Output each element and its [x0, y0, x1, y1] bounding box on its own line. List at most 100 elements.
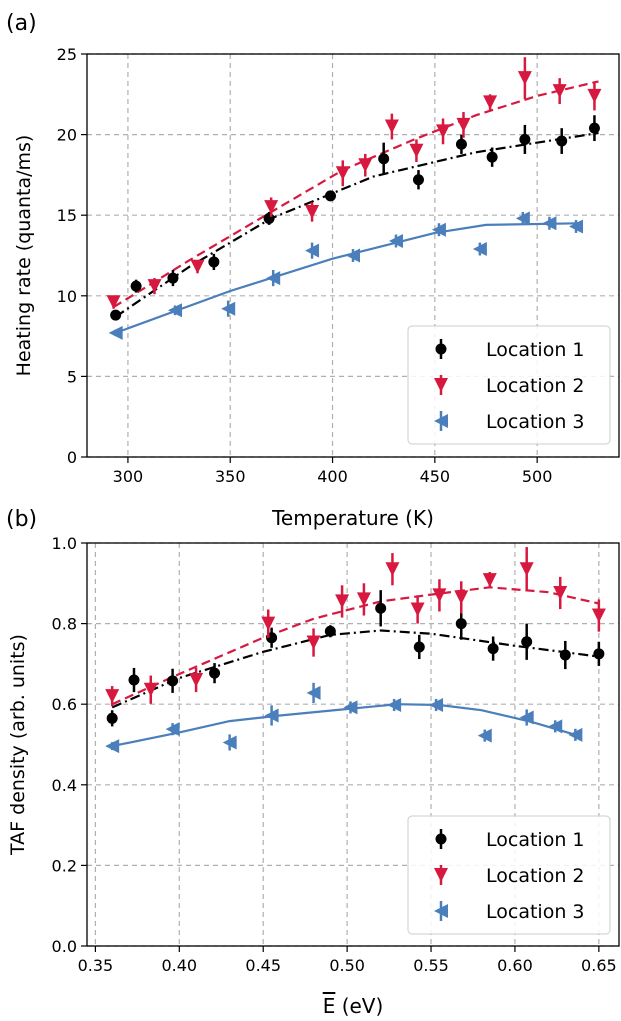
- data-point-series-2: [454, 590, 469, 605]
- data-point-series-3: [305, 243, 320, 258]
- x-tick-label: 500: [522, 467, 553, 486]
- panel-a: (a) 300 350 400 450 500 0 5 10 15 20 25 Temperatu…: [6, 11, 620, 530]
- data-point-series-3: [477, 728, 492, 743]
- data-point-series-2: [306, 635, 321, 650]
- data-point-series-3: [542, 216, 557, 231]
- data-point-series-2: [106, 295, 121, 310]
- y-tick-label: 1.0: [52, 534, 77, 553]
- legend-marker-series-1: [435, 833, 447, 845]
- x-tick-label: 300: [113, 467, 144, 486]
- data-point-series-3: [165, 722, 180, 737]
- data-point-series-2: [483, 95, 498, 110]
- panel-a-legend-label-1: Location 1: [486, 339, 585, 361]
- data-point-series-1: [521, 636, 533, 648]
- panel-a-x-axis-label: Temperature (K): [271, 506, 434, 530]
- data-point-series-1: [128, 674, 140, 686]
- data-point-series-3: [548, 719, 563, 734]
- data-point-series-2: [189, 673, 204, 688]
- data-point-series-3: [346, 248, 360, 263]
- panel-b-x-axis-label: E (eV): [323, 994, 384, 1018]
- x-tick-label: 0.60: [497, 956, 533, 975]
- data-point-series-2: [409, 143, 424, 158]
- panel-b-x-ticks: 0.35 0.40 0.45 0.50 0.55 0.60 0.65: [78, 946, 617, 975]
- panel-b-x-axis-label-unit: (eV): [335, 994, 383, 1018]
- legend-marker-series-3: [434, 414, 448, 428]
- x-tick-label: 0.55: [413, 956, 449, 975]
- data-point-series-3: [266, 271, 281, 286]
- data-point-series-3: [222, 735, 237, 750]
- y-tick-label: 0.4: [52, 776, 77, 795]
- data-point-series-2: [456, 117, 471, 132]
- legend-marker-series-2: [434, 868, 448, 882]
- x-tick-label: 0.45: [245, 956, 281, 975]
- y-tick-label: 0.6: [52, 695, 77, 714]
- panel-a-y-axis-label: Heating rate (quanta/ms): [13, 135, 35, 377]
- panel-b: (b) 0.35 0.40 0.45 0.50 0.55 0.60 0.65 0.00.20…: [6, 507, 620, 1018]
- data-point-series-2: [335, 594, 350, 609]
- data-point-series-3: [519, 710, 534, 725]
- data-point-series-2: [147, 279, 162, 294]
- data-point-series-3: [108, 325, 123, 340]
- data-point-series-3: [221, 301, 236, 316]
- data-point-series-1: [130, 280, 142, 292]
- legend-marker-series-2: [434, 378, 448, 392]
- data-point-series-1: [412, 174, 424, 186]
- data-point-series-1: [455, 618, 467, 630]
- fit-line-series-3: [115, 222, 579, 334]
- data-point-series-3: [264, 708, 279, 723]
- data-point-series-2: [305, 204, 320, 219]
- data-point-series-2: [410, 602, 425, 617]
- panel-b-legend: Location 1 Location 2 Location 3: [407, 815, 611, 935]
- x-tick-label: 0.40: [161, 956, 197, 975]
- data-point-series-1: [519, 133, 531, 145]
- panel-a-plot-frame: [86, 53, 620, 458]
- data-point-series-1: [208, 256, 220, 268]
- y-tick-label: 0.2: [52, 856, 77, 875]
- x-tick-label: 450: [420, 467, 451, 486]
- x-tick-label: 0.35: [78, 956, 114, 975]
- data-point-series-1: [167, 675, 179, 687]
- y-tick-label: 5: [67, 367, 77, 386]
- data-point-series-2: [190, 259, 205, 274]
- panel-a-y-ticks: 0 5 10 15 20 25: [57, 45, 87, 467]
- data-point-series-2: [552, 84, 567, 99]
- data-point-series-2: [105, 689, 120, 704]
- data-point-series-2: [264, 200, 279, 215]
- fit-line-series-3: [111, 703, 576, 748]
- panel-a-x-ticks: 300 350 400 450 500: [113, 457, 553, 486]
- data-point-series-2: [261, 616, 276, 631]
- data-point-series-2: [591, 608, 606, 623]
- data-point-series-1: [486, 151, 498, 163]
- data-point-series-2: [517, 71, 532, 86]
- data-point-series-1: [559, 649, 571, 661]
- panel-b-legend-box: [407, 815, 611, 935]
- x-tick-label: 0.65: [581, 956, 617, 975]
- data-point-series-3: [306, 685, 321, 700]
- data-point-series-1: [167, 272, 179, 284]
- data-point-series-1: [209, 667, 221, 679]
- data-point-series-3: [105, 739, 120, 754]
- data-point-series-2: [519, 562, 534, 577]
- x-tick-label: 350: [215, 467, 246, 486]
- panel-b-data-points: [105, 547, 606, 754]
- panel-a-legend-markers: [434, 339, 448, 431]
- data-point-series-1: [487, 643, 499, 655]
- data-point-series-3: [388, 233, 403, 248]
- legend-marker-series-1: [435, 343, 447, 355]
- data-point-series-2: [432, 588, 447, 603]
- data-point-series-1: [556, 135, 568, 147]
- panel-a-legend-label-2: Location 2: [486, 375, 585, 397]
- panel-b-legend-markers: [434, 829, 448, 921]
- panel-a-data-points: [106, 57, 602, 340]
- panel-a-fit-lines: [113, 80, 599, 334]
- data-point-series-2: [482, 573, 497, 588]
- data-point-series-1: [593, 648, 605, 660]
- panel-b-legend-label-1: Location 1: [486, 829, 585, 851]
- data-point-series-1: [455, 138, 467, 150]
- data-point-series-3: [472, 242, 487, 257]
- data-point-series-1: [106, 712, 118, 724]
- panel-a-legend-label-3: Location 3: [486, 411, 585, 433]
- panel-b-y-ticks: 0.0 0.2 0.4 0.6 0.8 1.0: [52, 534, 87, 956]
- data-point-series-2: [436, 124, 451, 139]
- panel-b-y-axis-label: TAF density (arb. units): [7, 634, 29, 856]
